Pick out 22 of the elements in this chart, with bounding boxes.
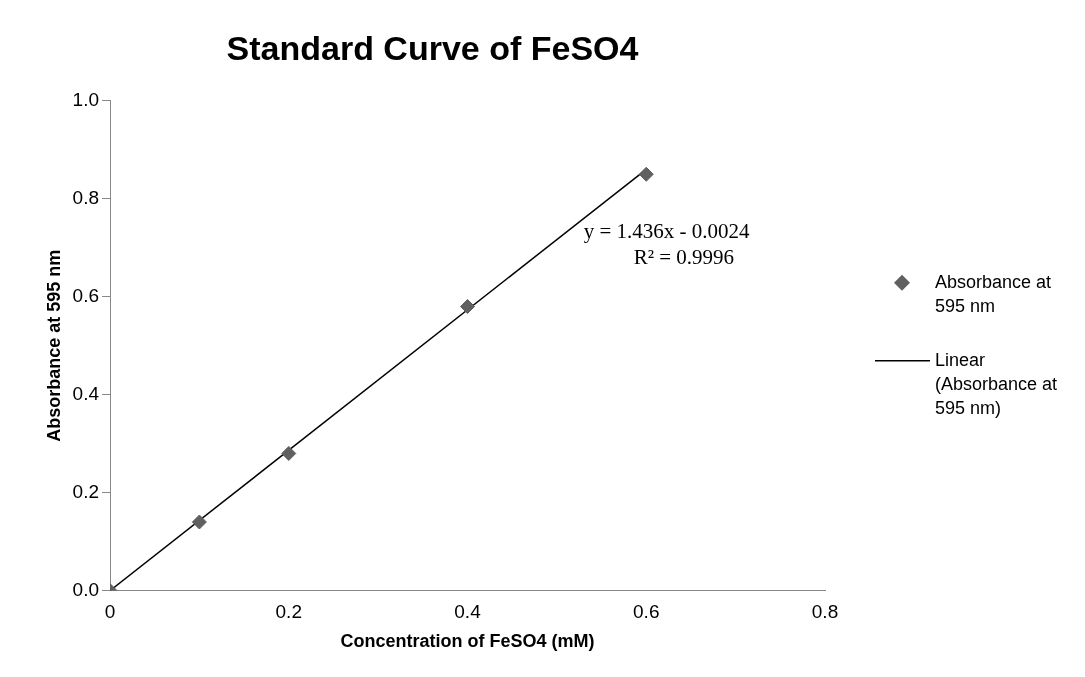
point — [191, 514, 207, 530]
x-tick-label: 0.2 — [275, 601, 302, 623]
x-tick-label: 0.8 — [811, 601, 839, 623]
y-tick-label: 0.6 — [72, 284, 100, 306]
annotation: R² = 0.9996 — [633, 244, 735, 269]
x-tick-label: 0.4 — [454, 601, 482, 623]
x-axis-title: Concentration of FeSO4 (mM) — [340, 631, 595, 652]
chart-title: Standard Curve of FeSO4 — [226, 28, 639, 67]
y-tick-label: 0.2 — [72, 480, 100, 502]
legend-label: Absorbance at 595 nm — [935, 271, 1052, 316]
y-tick-label: 0.0 — [72, 578, 100, 600]
point — [460, 299, 476, 315]
y-tick-label: 0.4 — [72, 382, 100, 404]
y-tick-label: 1.0 — [72, 89, 100, 111]
y-tick-label: 0.8 — [72, 186, 100, 208]
y-axis-title: Absorbance at 595 nm — [43, 249, 64, 442]
x-tick-label: 0 — [104, 601, 116, 623]
point — [638, 166, 654, 182]
x-tick-label: 0.6 — [633, 601, 660, 623]
point — [281, 445, 297, 461]
annotation: y = 1.436x - 0.0024 — [583, 218, 751, 243]
legend-label: Linear (Absorbance at 595 nm) — [935, 349, 1058, 418]
